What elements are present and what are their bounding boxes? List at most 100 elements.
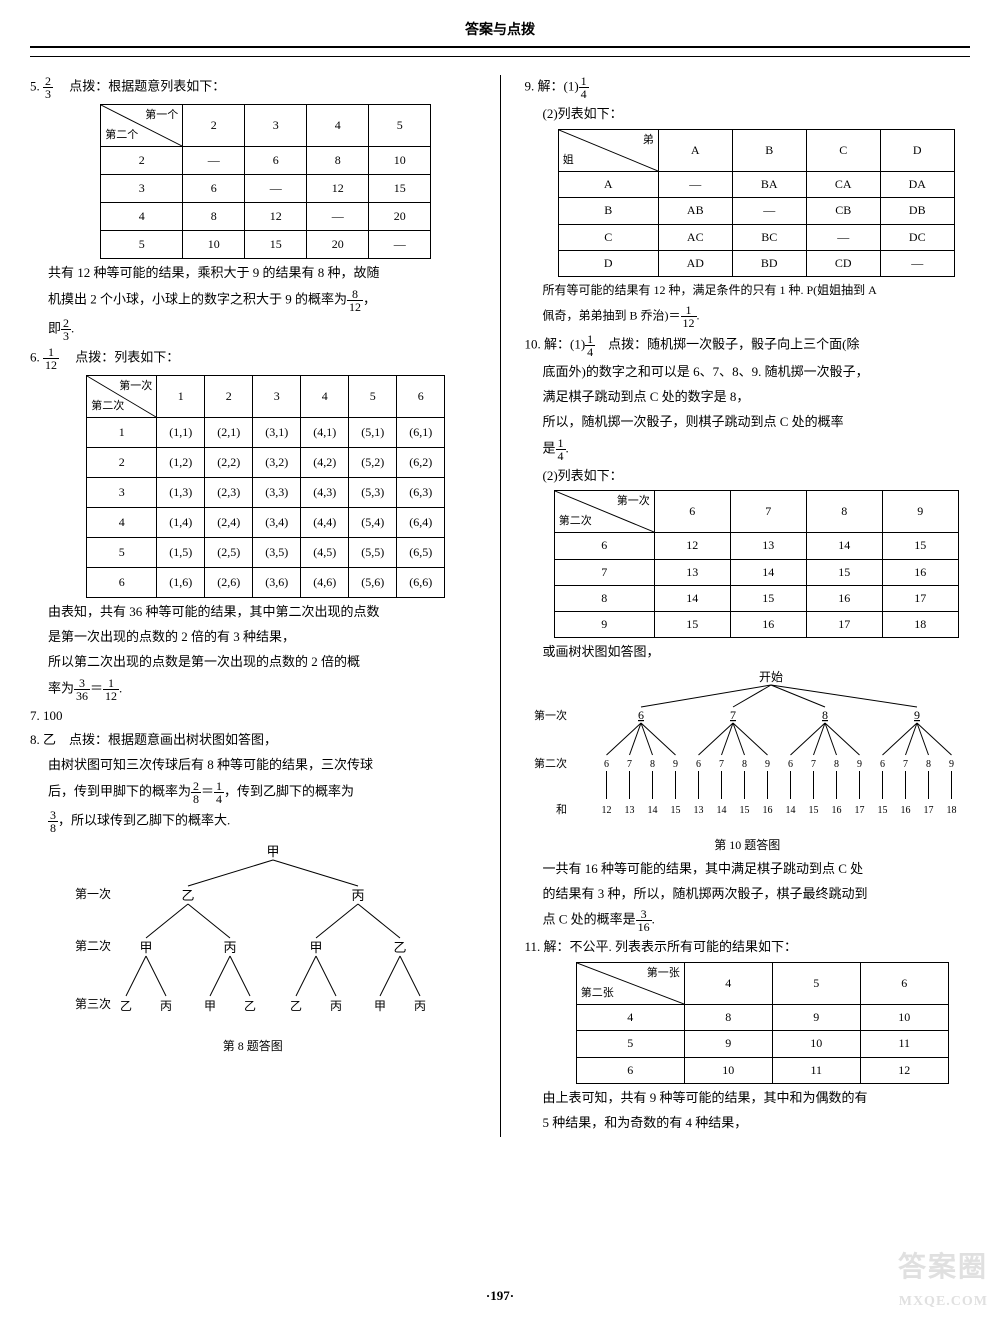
q6-head: 6. 112 点拨：列表如下： bbox=[30, 346, 476, 371]
svg-text:13: 13 bbox=[624, 805, 634, 816]
svg-text:乙: 乙 bbox=[290, 999, 302, 1013]
q6-b4: 率为336＝112. bbox=[30, 677, 476, 702]
page-number: ·197· bbox=[0, 1286, 1000, 1307]
svg-text:乙: 乙 bbox=[120, 999, 132, 1013]
q5-body3: 即23. bbox=[30, 317, 476, 342]
q10-tree: 开始第一次第二次和6789678967896789678912131415131… bbox=[525, 667, 971, 834]
svg-text:第一次: 第一次 bbox=[75, 887, 111, 901]
q10-sub: (2)列表如下： bbox=[525, 466, 971, 487]
svg-text:第一次: 第一次 bbox=[534, 708, 567, 722]
svg-text:丙: 丙 bbox=[160, 999, 172, 1013]
q10-l3: 所以，随机掷一次骰子，则棋子跳动到点 C 处的概率 bbox=[525, 412, 971, 433]
svg-text:15: 15 bbox=[739, 805, 749, 816]
svg-text:8: 8 bbox=[822, 708, 828, 722]
svg-text:14: 14 bbox=[785, 805, 795, 816]
svg-text:7: 7 bbox=[730, 708, 736, 722]
svg-text:丙: 丙 bbox=[414, 999, 426, 1013]
page-title: 答案与点拨 bbox=[30, 20, 970, 48]
q10-l1: 底面外)的数字之和可以是 6、7、8、9. 随机掷一次骰子， bbox=[525, 362, 971, 383]
svg-text:15: 15 bbox=[877, 805, 887, 816]
svg-text:甲: 甲 bbox=[309, 940, 322, 955]
q10-caption: 第 10 题答图 bbox=[525, 836, 971, 855]
svg-text:9: 9 bbox=[857, 759, 862, 770]
q5-body2: 机摸出 2 个小球，小球上的数字之积大于 9 的概率为812， bbox=[30, 288, 476, 313]
q7: 7. 100 bbox=[30, 706, 476, 727]
svg-text:甲: 甲 bbox=[266, 844, 279, 859]
svg-text:乙: 乙 bbox=[393, 940, 406, 955]
svg-text:18: 18 bbox=[946, 805, 956, 816]
svg-text:乙: 乙 bbox=[244, 999, 256, 1013]
svg-text:6: 6 bbox=[788, 759, 793, 770]
svg-text:9: 9 bbox=[765, 759, 770, 770]
svg-text:9: 9 bbox=[949, 759, 954, 770]
svg-text:12: 12 bbox=[601, 805, 611, 816]
q8-l3: 38，所以球传到乙脚下的概率大. bbox=[30, 809, 476, 834]
svg-text:15: 15 bbox=[808, 805, 818, 816]
q10-b5: 一共有 16 种等可能的结果，其中满足棋子跳动到点 C 处 bbox=[525, 859, 971, 880]
q10-tree-pre: 或画树状图如答图， bbox=[525, 642, 971, 663]
svg-text:9: 9 bbox=[673, 759, 678, 770]
svg-text:8: 8 bbox=[742, 759, 747, 770]
svg-text:15: 15 bbox=[670, 805, 680, 816]
q10-b7: 点 C 处的概率是316. bbox=[525, 908, 971, 933]
q11-b2: 5 种结果，和为奇数的有 4 种结果， bbox=[525, 1113, 971, 1134]
svg-text:14: 14 bbox=[716, 805, 726, 816]
svg-text:17: 17 bbox=[854, 805, 864, 816]
q8-head: 8. 乙 点拨：根据题意画出树状图如答图， bbox=[30, 730, 476, 751]
q10-b6: 的结果有 3 种，所以，随机掷两次骰子，棋子最终跳动到 bbox=[525, 884, 971, 905]
svg-text:甲: 甲 bbox=[374, 999, 386, 1013]
svg-text:丙: 丙 bbox=[223, 940, 236, 955]
svg-text:第二次: 第二次 bbox=[75, 939, 111, 953]
svg-text:13: 13 bbox=[693, 805, 703, 816]
svg-text:7: 7 bbox=[903, 759, 908, 770]
q5-body1: 共有 12 种等可能的结果，乘积大于 9 的结果有 8 种，故随 bbox=[30, 263, 476, 284]
right-column: 9. 解：(1)14 (2)列表如下： 弟姐ABCDA—BACADABAB—CB… bbox=[525, 71, 971, 1137]
svg-text:丙: 丙 bbox=[351, 888, 364, 903]
svg-text:6: 6 bbox=[638, 708, 644, 722]
svg-text:8: 8 bbox=[650, 759, 655, 770]
q8-l2: 后，传到甲脚下的概率为28＝14，传到乙脚下的概率为 bbox=[30, 780, 476, 805]
svg-text:第二次: 第二次 bbox=[534, 756, 567, 770]
svg-text:16: 16 bbox=[831, 805, 841, 816]
svg-text:甲: 甲 bbox=[139, 940, 152, 955]
header-rule bbox=[30, 56, 970, 57]
svg-text:甲: 甲 bbox=[204, 999, 216, 1013]
q6-table-wrap: 第一次第二次1234561(1,1)(2,1)(3,1)(4,1)(5,1)(6… bbox=[56, 375, 476, 598]
svg-text:6: 6 bbox=[604, 759, 609, 770]
q9-sub: (2)列表如下： bbox=[525, 104, 971, 125]
q11-head: 11. 解：不公平. 列表表示所有可能的结果如下： bbox=[525, 937, 971, 958]
q10-table-wrap: 第一次第二次6789612131415713141516814151617915… bbox=[543, 490, 971, 638]
svg-text:14: 14 bbox=[647, 805, 657, 816]
svg-text:6: 6 bbox=[880, 759, 885, 770]
svg-text:17: 17 bbox=[923, 805, 933, 816]
q8-l1: 由树状图可知三次传球后有 8 种等可能的结果，三次传球 bbox=[30, 755, 476, 776]
svg-text:16: 16 bbox=[762, 805, 772, 816]
svg-text:8: 8 bbox=[926, 759, 931, 770]
svg-text:和: 和 bbox=[556, 803, 567, 816]
svg-text:开始: 开始 bbox=[758, 670, 782, 684]
q5-head: 5. 23 点拨：根据题意列表如下： bbox=[30, 75, 476, 100]
q11-table-wrap: 第一张第二张456489105910116101112 bbox=[555, 962, 971, 1084]
q9-b1: 所有等可能的结果有 12 种，满足条件的只有 1 种. P(姐姐抽到 A bbox=[525, 281, 971, 300]
q8-caption: 第 8 题答图 bbox=[30, 1037, 476, 1056]
q9-head: 9. 解：(1)14 bbox=[525, 75, 971, 100]
left-column: 5. 23 点拨：根据题意列表如下： 第一个第二个23452—681036—12… bbox=[30, 71, 476, 1137]
q6-b2: 是第一次出现的点数的 2 倍的有 3 种结果， bbox=[30, 627, 476, 648]
svg-text:7: 7 bbox=[627, 759, 632, 770]
svg-text:第三次: 第三次 bbox=[75, 997, 111, 1011]
q8-tree: 甲第一次第二次第三次乙丙甲丙甲乙乙丙甲乙乙丙甲丙 bbox=[30, 838, 476, 1035]
svg-text:8: 8 bbox=[834, 759, 839, 770]
q6-b1: 由表知，共有 36 种等可能的结果，其中第二次出现的点数 bbox=[30, 602, 476, 623]
svg-text:7: 7 bbox=[719, 759, 724, 770]
q11-b1: 由上表可知，共有 9 种等可能的结果，其中和为偶数的有 bbox=[525, 1088, 971, 1109]
q5-table-wrap: 第一个第二个23452—681036—12154812—205101520— bbox=[56, 104, 476, 259]
q10-l4: 是14. bbox=[525, 437, 971, 462]
watermark: 答案圈 MXQE.COM bbox=[898, 1246, 988, 1313]
svg-text:丙: 丙 bbox=[330, 999, 342, 1013]
q9-table-wrap: 弟姐ABCDA—BACADABAB—CBDBCACBC—DCDADBDCD— bbox=[543, 129, 971, 277]
column-divider bbox=[500, 75, 501, 1137]
svg-text:乙: 乙 bbox=[181, 888, 194, 903]
svg-text:7: 7 bbox=[811, 759, 816, 770]
svg-text:9: 9 bbox=[914, 708, 920, 722]
q10-l2: 满足棋子跳动到点 C 处的数字是 8， bbox=[525, 387, 971, 408]
